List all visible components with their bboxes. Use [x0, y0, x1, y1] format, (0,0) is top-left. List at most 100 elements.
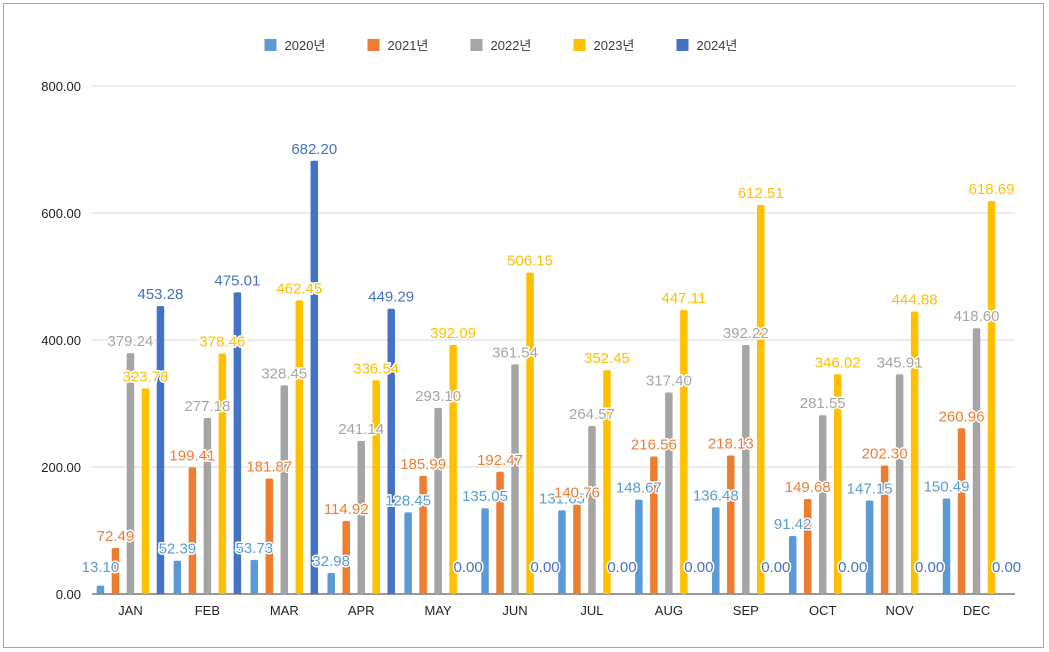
- x-tick-label: MAR: [270, 603, 299, 618]
- data-label: 379.24: [108, 333, 154, 350]
- data-label: 147.15: [847, 481, 893, 498]
- data-label: 241.14: [338, 421, 384, 438]
- bar: [511, 364, 519, 594]
- data-label: 682.20: [291, 141, 337, 158]
- data-label: 328.45: [261, 365, 307, 382]
- data-label: 392.22: [723, 325, 769, 342]
- x-tick-label: JUL: [580, 603, 603, 618]
- bar: [310, 160, 319, 595]
- data-label: 618.69: [969, 181, 1015, 198]
- legend-label: 2024년: [697, 38, 738, 53]
- y-axis: 0.00 200.00 400.00 600.00 800.00: [41, 79, 81, 602]
- data-label: 612.51: [738, 185, 784, 202]
- bar: [496, 471, 504, 594]
- data-label: 293.10: [415, 388, 461, 405]
- data-label: 216.56: [631, 436, 677, 453]
- data-label: 131.65: [539, 490, 585, 507]
- bar: [449, 345, 457, 594]
- bar: [635, 499, 643, 594]
- bar: [712, 507, 720, 594]
- x-tick-label: JAN: [118, 603, 143, 618]
- data-label: 72.49: [97, 528, 135, 545]
- data-label: 135.05: [462, 488, 508, 505]
- data-label: 181.87: [246, 459, 292, 476]
- data-label: 0.00: [761, 559, 790, 576]
- data-label: 52.39: [159, 541, 197, 558]
- data-label: 53.73: [236, 540, 274, 557]
- y-tick-label: 600.00: [41, 206, 81, 221]
- bar: [96, 585, 105, 594]
- bar: [357, 440, 365, 594]
- bar: [126, 353, 135, 594]
- data-label: 91.42: [774, 516, 812, 533]
- bar: [188, 467, 197, 594]
- bar: [865, 500, 874, 594]
- data-label: 352.45: [584, 350, 630, 367]
- legend-swatch: [676, 39, 689, 51]
- bars: [96, 160, 996, 595]
- bar: [203, 417, 212, 594]
- data-label: 260.96: [939, 408, 985, 425]
- data-label: 128.45: [385, 492, 431, 509]
- data-label: 150.49: [924, 478, 970, 495]
- bar: [972, 328, 981, 594]
- data-label: 148.67: [616, 480, 662, 497]
- legend-label: 2021년: [388, 38, 429, 53]
- data-label: 475.01: [214, 272, 260, 289]
- bar: [481, 508, 489, 594]
- bar: [818, 415, 827, 594]
- data-label: 346.02: [815, 354, 861, 371]
- data-label: 0.00: [454, 559, 483, 576]
- x-tick-label: SEP: [733, 603, 759, 618]
- data-label: 199.41: [169, 447, 215, 464]
- data-label: 336.54: [353, 360, 399, 377]
- bar: [573, 504, 581, 594]
- data-label: 277.18: [184, 398, 230, 415]
- legend-swatch: [470, 39, 483, 51]
- data-label: 149.68: [785, 479, 831, 496]
- bar: [173, 560, 182, 594]
- data-label: 218.13: [708, 435, 754, 452]
- data-label: 0.00: [607, 559, 636, 576]
- bar: [218, 353, 227, 594]
- bar: [156, 306, 165, 594]
- data-label: 323.78: [123, 368, 169, 385]
- data-label: 140.76: [554, 485, 600, 502]
- x-tick-label: MAY: [425, 603, 453, 618]
- data-label: 392.09: [430, 325, 476, 342]
- bar: [265, 478, 274, 594]
- x-tick-label: OCT: [809, 603, 837, 618]
- data-label: 281.55: [800, 395, 846, 412]
- bar: [404, 512, 412, 594]
- bar: [603, 370, 611, 594]
- data-label: 418.60: [954, 308, 1000, 325]
- data-label: 0.00: [530, 559, 559, 576]
- legend-label: 2022년: [491, 38, 532, 53]
- bar: [665, 392, 673, 594]
- legend: 2020년 2021년 2022년 2023년 2024년: [264, 38, 738, 53]
- x-tick-label: DEC: [963, 603, 990, 618]
- bar: [957, 428, 966, 594]
- data-label: 32.98: [312, 553, 350, 570]
- x-tick-label: NOV: [886, 603, 915, 618]
- data-label: 264.57: [569, 406, 615, 423]
- data-label: 114.92: [324, 501, 369, 518]
- bar: [111, 547, 120, 594]
- bar: [233, 292, 242, 594]
- data-label: 185.99: [400, 456, 446, 473]
- bar: [727, 455, 735, 594]
- data-label: 13.10: [82, 559, 120, 576]
- data-label: 317.40: [646, 372, 692, 389]
- bar: [942, 498, 951, 594]
- bar: [757, 205, 765, 594]
- bar: [987, 201, 996, 595]
- y-tick-label: 400.00: [41, 333, 81, 348]
- y-tick-label: 800.00: [41, 79, 81, 94]
- bar: [295, 300, 304, 594]
- bar: [650, 456, 658, 594]
- bar: [895, 374, 904, 594]
- legend-swatch: [573, 39, 586, 51]
- x-tick-label: APR: [348, 603, 375, 618]
- x-tick-label: JUN: [502, 603, 527, 618]
- bar: [372, 380, 380, 594]
